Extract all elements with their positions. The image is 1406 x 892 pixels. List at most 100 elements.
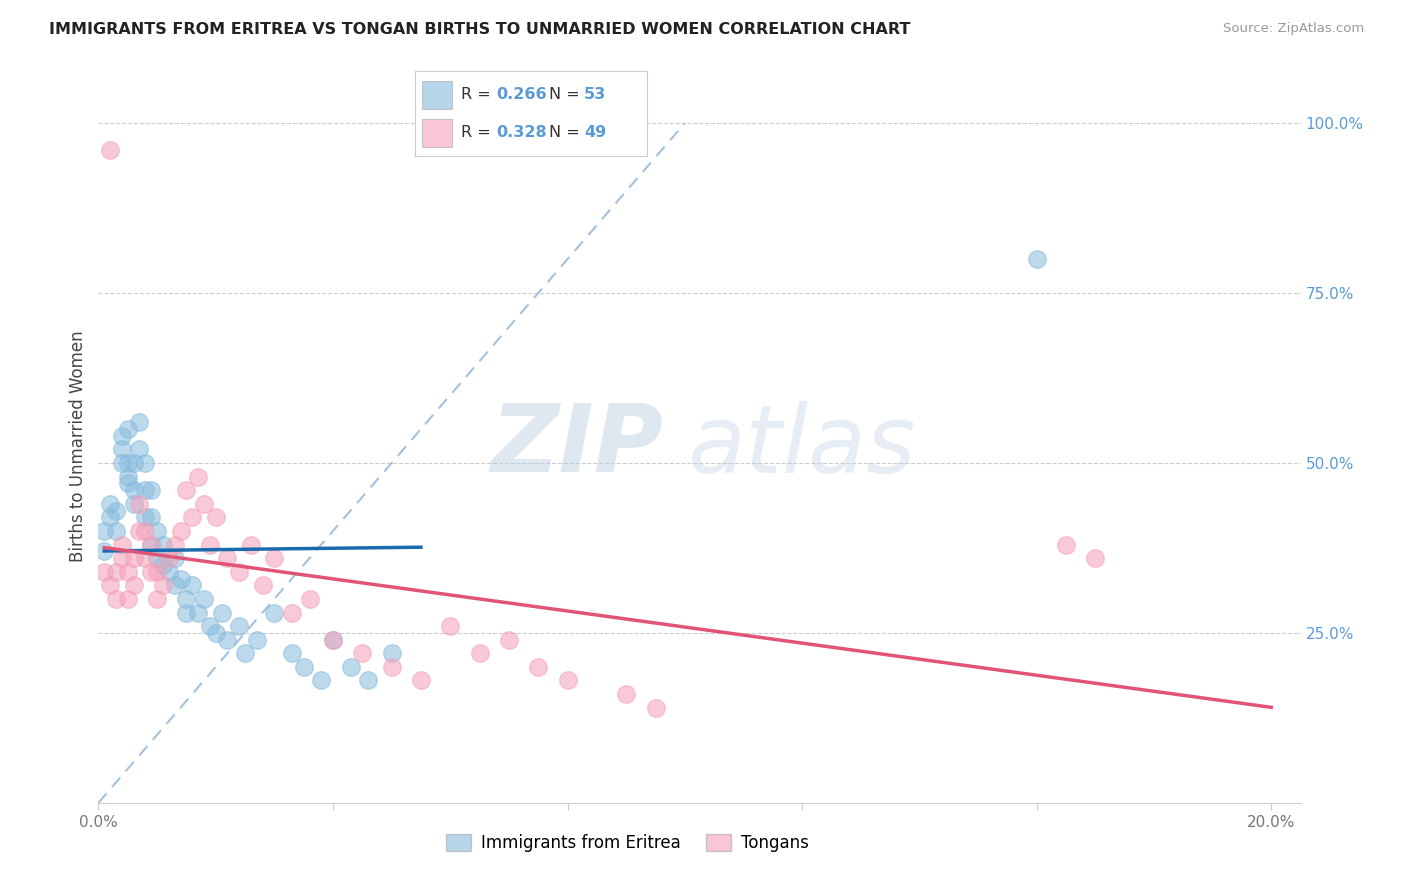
Point: [198, 619, 221, 633]
Point: [239, 537, 262, 551]
Point: [309, 673, 332, 688]
Point: [152, 578, 174, 592]
Point: [169, 524, 191, 538]
Point: [122, 456, 145, 470]
Point: [98, 144, 121, 158]
Point: [409, 673, 432, 688]
Point: [193, 497, 215, 511]
Point: [228, 619, 250, 633]
Point: [498, 632, 520, 647]
Point: [1084, 551, 1107, 566]
Text: 53: 53: [583, 87, 606, 103]
Point: [105, 591, 128, 606]
Point: [111, 429, 134, 443]
Point: [141, 537, 163, 551]
Point: [211, 606, 233, 620]
Point: [281, 646, 304, 660]
Point: [98, 510, 121, 524]
Point: [614, 687, 637, 701]
Point: [204, 626, 226, 640]
Point: [163, 578, 186, 592]
Point: [141, 565, 163, 579]
Point: [181, 578, 204, 592]
Point: [157, 551, 180, 566]
Point: [381, 660, 404, 674]
Point: [381, 646, 404, 660]
FancyBboxPatch shape: [422, 119, 451, 147]
Point: [198, 537, 221, 551]
Point: [93, 544, 115, 558]
Point: [228, 565, 250, 579]
Point: [263, 606, 285, 620]
Point: [146, 565, 169, 579]
Point: [339, 660, 361, 674]
Point: [128, 442, 150, 457]
Point: [105, 503, 128, 517]
Point: [252, 578, 274, 592]
Legend: Immigrants from Eritrea, Tongans: Immigrants from Eritrea, Tongans: [440, 827, 815, 859]
Point: [146, 591, 169, 606]
Point: [157, 565, 180, 579]
Point: [187, 469, 209, 483]
Text: N =: N =: [550, 87, 585, 103]
Text: 0.266: 0.266: [496, 87, 547, 103]
Point: [193, 591, 215, 606]
Point: [146, 524, 169, 538]
Point: [122, 483, 145, 498]
Point: [292, 660, 315, 674]
Point: [128, 524, 150, 538]
Point: [111, 551, 134, 566]
Point: [644, 700, 666, 714]
Point: [468, 646, 491, 660]
Point: [141, 537, 163, 551]
Point: [181, 510, 204, 524]
Point: [176, 591, 198, 606]
Point: [128, 497, 150, 511]
Text: 0.328: 0.328: [496, 125, 547, 140]
Point: [111, 456, 134, 470]
Point: [1054, 537, 1077, 551]
Point: [117, 456, 139, 470]
Point: [169, 572, 191, 586]
Point: [146, 551, 169, 566]
Text: N =: N =: [550, 125, 585, 140]
Point: [176, 606, 198, 620]
Point: [163, 551, 186, 566]
Point: [117, 476, 139, 491]
Point: [111, 537, 134, 551]
Text: R =: R =: [461, 87, 496, 103]
Point: [263, 551, 285, 566]
Point: [217, 632, 239, 647]
Point: [281, 606, 304, 620]
Point: [93, 565, 115, 579]
Point: [217, 551, 239, 566]
Point: [298, 591, 321, 606]
Point: [152, 537, 174, 551]
Point: [134, 551, 156, 566]
Text: atlas: atlas: [688, 401, 915, 491]
Point: [557, 673, 579, 688]
Point: [163, 537, 186, 551]
Point: [322, 632, 344, 647]
Point: [117, 422, 139, 436]
Point: [122, 551, 145, 566]
Text: ZIP: ZIP: [491, 400, 664, 492]
Point: [111, 442, 134, 457]
Point: [134, 483, 156, 498]
Text: Source: ZipAtlas.com: Source: ZipAtlas.com: [1223, 22, 1364, 36]
Point: [93, 524, 115, 538]
Point: [122, 497, 145, 511]
Point: [134, 510, 156, 524]
Point: [204, 510, 226, 524]
Text: IMMIGRANTS FROM ERITREA VS TONGAN BIRTHS TO UNMARRIED WOMEN CORRELATION CHART: IMMIGRANTS FROM ERITREA VS TONGAN BIRTHS…: [49, 22, 911, 37]
Point: [187, 606, 209, 620]
Point: [357, 673, 380, 688]
Point: [105, 565, 128, 579]
Point: [122, 578, 145, 592]
Point: [134, 524, 156, 538]
Point: [98, 578, 121, 592]
FancyBboxPatch shape: [422, 80, 451, 109]
Point: [128, 415, 150, 429]
Point: [134, 456, 156, 470]
Point: [141, 483, 163, 498]
